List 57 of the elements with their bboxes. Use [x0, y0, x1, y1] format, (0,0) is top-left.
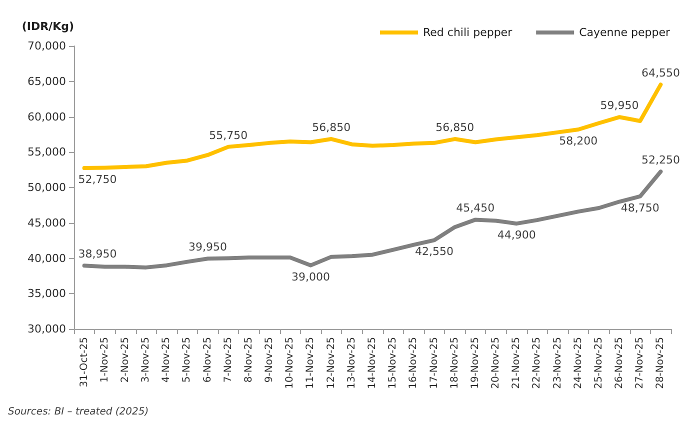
x-tick-label: 25-Nov-25: [593, 337, 604, 389]
x-tick-label: 8-Nov-25: [243, 337, 254, 383]
data-label: 44,900: [497, 228, 536, 242]
data-label: 39,000: [291, 270, 330, 284]
x-tick-label: 31-Oct-25: [78, 337, 90, 388]
x-tick-label: 16-Nov-25: [408, 337, 420, 389]
y-tick-label: 60,000: [28, 110, 66, 124]
data-label: 56,850: [436, 121, 474, 134]
source-note: Sources: BI – treated (2025): [8, 406, 149, 418]
x-tick-label: 11-Nov-25: [305, 337, 316, 389]
data-label: 64,550: [641, 66, 680, 80]
x-tick-label: 2-Nov-25: [120, 337, 131, 383]
x-tick-label: 26-Nov-25: [614, 337, 626, 389]
y-tick-label: 50,000: [28, 181, 66, 194]
x-tick-label: 22-Nov-25: [532, 337, 543, 389]
x-tick-label: 23-Nov-25: [552, 337, 564, 389]
x-tick-label: 19-Nov-25: [470, 337, 481, 389]
data-label: 55,750: [209, 128, 248, 142]
x-tick-label: 17-Nov-25: [428, 337, 440, 389]
data-label: 52,750: [78, 173, 117, 186]
data-label: 58,200: [559, 134, 598, 148]
y-tick-label: 45,000: [28, 216, 66, 230]
y-tick-label: 70,000: [28, 40, 66, 52]
x-tick-label: 3-Nov-25: [140, 337, 152, 383]
y-axis-title: (IDR/Kg): [22, 20, 74, 33]
x-tick-label: 5-Nov-25: [182, 337, 193, 383]
data-label: 38,950: [78, 248, 117, 261]
y-tick-label: 65,000: [28, 74, 66, 88]
x-tick-label: 15-Nov-25: [388, 337, 399, 389]
x-tick-label: 6-Nov-25: [202, 337, 214, 383]
x-tick-label: 18-Nov-25: [449, 337, 460, 389]
data-label: 42,550: [415, 245, 454, 258]
data-label: 39,950: [188, 240, 228, 254]
data-label: 56,850: [312, 121, 351, 134]
x-tick-label: 14-Nov-25: [367, 337, 378, 389]
x-tick-label: 20-Nov-25: [490, 337, 502, 389]
y-tick-label: 40,000: [28, 252, 66, 265]
data-label: 52,250: [641, 154, 680, 167]
y-tick-label: 55,000: [28, 146, 66, 159]
legend-label: Cayenne pepper: [579, 26, 670, 39]
x-tick-label: 4-Nov-25: [161, 337, 172, 383]
x-tick-label: 27-Nov-25: [634, 337, 646, 389]
x-tick-label: 10-Nov-25: [284, 337, 296, 389]
x-tick-label: 1-Nov-25: [99, 337, 110, 383]
data-label: 45,450: [456, 202, 495, 215]
x-tick-label: 12-Nov-25: [326, 337, 337, 389]
legend-label: Red chili pepper: [423, 26, 513, 39]
x-tick-label: 7-Nov-25: [222, 337, 234, 383]
data-label: 59,950: [600, 99, 639, 112]
x-tick-label: 13-Nov-25: [346, 337, 358, 389]
y-tick-label: 30,000: [28, 322, 66, 336]
x-tick-label: 21-Nov-25: [511, 337, 522, 389]
data-label: 48,750: [620, 201, 660, 214]
x-tick-label: 24-Nov-25: [572, 337, 584, 389]
x-tick-label: 9-Nov-25: [264, 337, 276, 383]
y-tick-label: 35,000: [28, 287, 66, 300]
x-tick-label: 28-Nov-25: [655, 337, 666, 389]
